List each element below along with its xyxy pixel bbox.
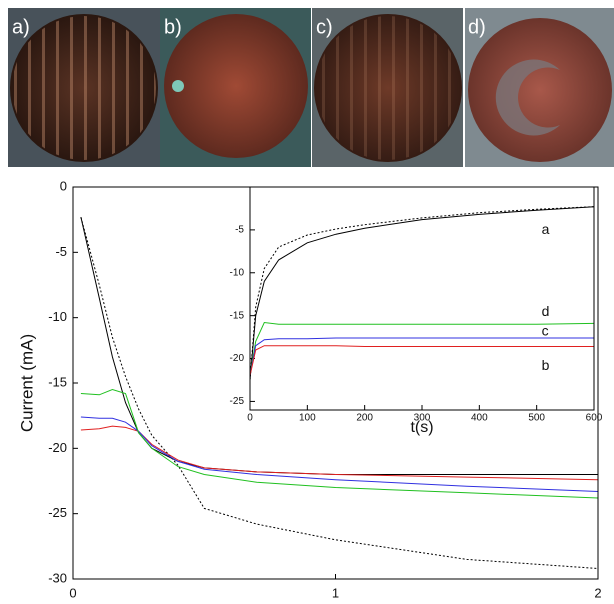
series-line [80,416,599,492]
x-tick-label: 500 [528,413,545,424]
y-tick-label: -5 [55,244,67,259]
x-tick-label: 200 [356,413,373,424]
series-line [249,345,594,376]
series-line [249,206,595,381]
panel-label: d) [468,16,486,38]
series-label: a [542,221,550,237]
y-tick-label: -30 [48,570,67,585]
series-label: d [542,303,550,319]
x-tick-label: 600 [586,413,603,424]
plot-frame [249,186,595,411]
y-axis-label: Current (mA) [17,334,36,432]
sample-stripes [12,16,156,160]
x-tick-label: 1 [332,585,339,600]
x-tick-label: 0 [247,413,253,424]
spot [172,80,184,92]
x-tick-label: 400 [471,413,488,424]
crescent [495,59,560,136]
series-line [80,216,599,569]
y-tick-label: -20 [230,353,245,364]
y-tick-label: -20 [48,440,67,455]
series-label: b [542,357,550,373]
x-tick-label: 100 [299,413,316,424]
panel-label: a) [12,16,30,38]
y-tick-label: -25 [48,505,67,520]
sample-disc [468,18,612,162]
y-tick-label: -25 [230,396,245,407]
series-line [249,321,595,376]
panel-labels: a) b) c) d) [12,16,486,38]
y-tick-label: -15 [48,374,67,389]
sample-disc [164,14,308,158]
x-tick-label: 0 [69,585,76,600]
photo-strip [8,8,614,167]
inset-bg [250,187,594,410]
y-tick-label: 0 [60,178,67,193]
series-line [80,425,599,481]
x-tick-label: 2 [594,585,601,600]
series-line [80,388,599,499]
panel-label: b) [164,16,182,38]
y-tick-label: -10 [48,309,67,324]
panel-label: c) [316,16,333,38]
sample-stripes [316,16,460,160]
y-tick-label: -15 [230,310,245,321]
x-tick-label: 300 [414,413,431,424]
y-tick-label: -10 [230,267,245,278]
series-line [249,337,594,376]
series-label: c [542,323,549,339]
x-axis-label: t(s) [410,419,433,436]
y-tick-label: -5 [235,225,244,236]
